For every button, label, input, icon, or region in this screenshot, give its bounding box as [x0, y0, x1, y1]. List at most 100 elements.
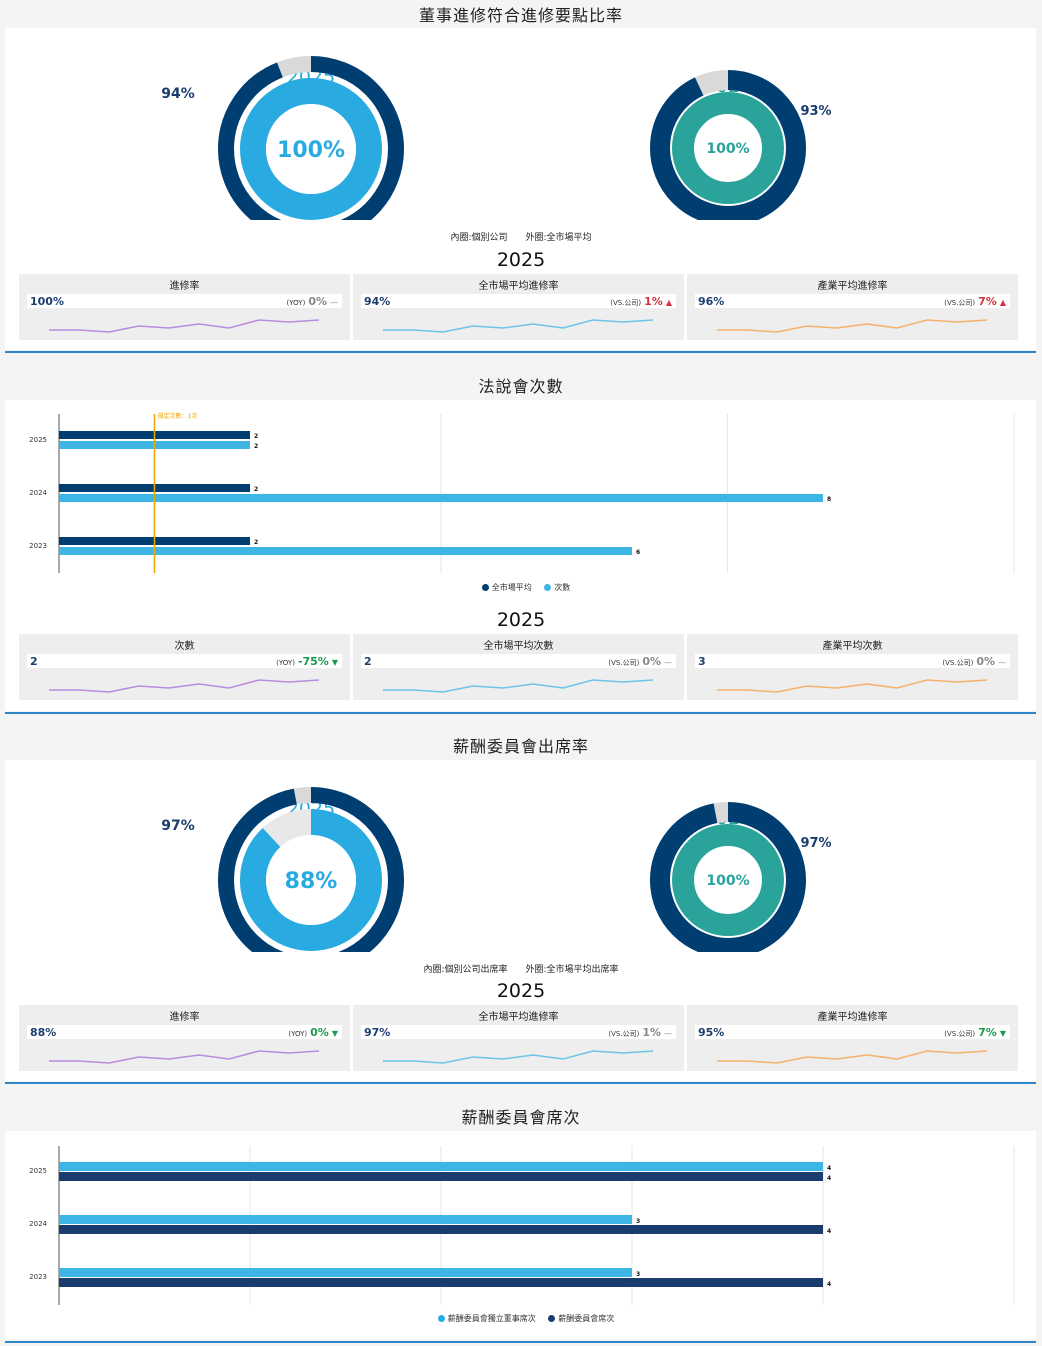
donut-2024: 100%	[650, 802, 806, 952]
donut-outer-label-2024: 97%	[800, 836, 831, 851]
kpi-compare: (VS.公司) 0% —	[608, 655, 672, 668]
kpi-card: 全市場平均進修率 94% (VS.公司) 1% ▲	[353, 274, 684, 340]
trend-down-icon: ▼	[999, 1029, 1006, 1038]
donut-outer-label-2024: 93%	[800, 104, 831, 119]
kpi-sparkline	[383, 319, 654, 333]
bar-value-label: 2	[254, 539, 258, 546]
kpi-year-heading: 2025	[496, 980, 546, 1002]
kpi-compare-value: 1%	[642, 1026, 661, 1039]
donut-outer-label-2025: 94%	[161, 86, 195, 102]
kpi-compare-value: 7%	[978, 1026, 997, 1039]
kpi-compare: (YOY) 0% ▼	[288, 1026, 338, 1039]
kpi-card: 產業平均進修率 96% (VS.公司) 7% ▲	[687, 274, 1018, 340]
trend-flat-icon: —	[664, 1029, 672, 1038]
category-label: 2024	[29, 489, 47, 497]
reference-line-label: 規定次數：1次	[158, 412, 198, 420]
section-divider	[5, 1082, 1036, 1084]
category-label: 2023	[29, 1273, 47, 1281]
legend-label-market-average: 全市場平均	[491, 583, 532, 592]
kpi-caption: 全市場平均進修率	[478, 1012, 559, 1023]
investor-conference-legend: 全市場平均 次數	[0, 582, 1042, 593]
bar	[59, 1162, 823, 1171]
sparkline-path	[383, 1050, 654, 1064]
donut-hole	[695, 847, 761, 913]
kpi-compare: (VS.公司) 1% —	[608, 1026, 672, 1039]
donut-2025: 100%	[218, 56, 404, 220]
legend-label-count: 次數	[554, 583, 571, 592]
kpi-year-heading: 2025	[496, 249, 546, 271]
donut-inner-arc	[672, 824, 784, 936]
kpi-sparkline	[49, 679, 320, 693]
note-outer: 外圈:全市場平均出席率	[525, 965, 619, 975]
bar	[59, 547, 632, 555]
trend-flat-icon: —	[664, 658, 672, 667]
legend-dot	[437, 1315, 445, 1322]
kpi-card: 全市場平均進修率 97% (VS.公司) 1% —	[353, 1005, 684, 1071]
bar-value-label: 6	[636, 549, 640, 556]
donut-center-label-2024: 100%	[706, 141, 749, 157]
bar	[59, 1225, 823, 1234]
donut-hole	[695, 115, 761, 181]
donut-center-label-2025: 88%	[285, 869, 338, 894]
bar	[59, 1215, 632, 1224]
kpi-value-row: 2 (YOY) -75% ▼	[27, 654, 342, 668]
kpi-compare: (YOY) -75% ▼	[276, 655, 338, 668]
category-label: 2024	[29, 1220, 47, 1228]
trend-down-icon: ▼	[331, 1029, 338, 1038]
kpi-sparkline	[717, 679, 988, 693]
kpi-compare-value: -75%	[297, 655, 329, 668]
kpi-value: 2	[364, 655, 372, 668]
kpi-caption: 次數	[174, 641, 195, 652]
sparkline-path	[717, 319, 988, 333]
kpi-value: 94%	[364, 295, 391, 308]
section-title-training-rate: 董事進修符合進修要點比率	[418, 6, 623, 25]
kpi-compare: (VS.公司) 0% —	[942, 655, 1006, 668]
bar-value-label: 2	[254, 433, 258, 440]
kpi-compare-value: 0%	[308, 295, 327, 308]
donut-legend-note: 內圈:個別公司 外圈:全市場平均	[0, 230, 1042, 243]
donut-hole	[266, 104, 356, 194]
sparkline-path	[49, 679, 320, 693]
category-label: 2025	[29, 436, 47, 444]
section-title-investor-conference: 法說會次數	[478, 377, 564, 396]
donut-center-label-2025: 100%	[277, 138, 345, 163]
section-divider	[5, 351, 1036, 353]
legend-label-committee-seats: 薪酬委員會席次	[558, 1314, 615, 1323]
kpi-sparkline	[717, 1050, 988, 1064]
donut-inner-arc	[672, 92, 784, 204]
kpi-sparkline	[383, 679, 654, 693]
kpi-compare-label: (YOY)	[286, 299, 306, 307]
trend-up-icon: ▲	[999, 298, 1006, 307]
kpi-value: 100%	[30, 295, 64, 308]
kpi-compare: (VS.公司) 7% ▲	[944, 295, 1006, 308]
kpi-value-row: 88% (YOY) 0% ▼	[27, 1025, 342, 1039]
kpi-value-row: 97% (VS.公司) 1% —	[361, 1025, 676, 1039]
donut-inner-arc	[240, 78, 382, 220]
kpi-value-row: 3 (VS.公司) 0% —	[695, 654, 1010, 668]
kpi-compare-label: (VS.公司)	[944, 1030, 976, 1038]
investor-conference-chart: 2025 2 2 2024 2 8 2023 2 6 規定次數：1次	[29, 412, 1015, 573]
bar-value-label: 3	[636, 1218, 640, 1225]
donut-outer-arc	[650, 70, 806, 220]
kpi-card: 產業平均進修率 95% (VS.公司) 7% ▼	[687, 1005, 1018, 1071]
kpi-compare-label: (VS.公司)	[608, 1030, 640, 1038]
category-label: 2025	[29, 1167, 47, 1175]
committee-seats-chart: 2025 4 4 2024 3 4 2023 3 4	[29, 1146, 1015, 1305]
kpi-sparkline	[49, 1050, 320, 1064]
kpi-card: 全市場平均次數 2 (VS.公司) 0% —	[353, 634, 684, 700]
sparkline-path	[49, 1050, 320, 1064]
legend-dot	[548, 1315, 556, 1322]
training-donuts: 2025 94% 100% 2024 93% 100%	[161, 56, 832, 220]
section-title-committee-seats: 薪酬委員會席次	[461, 1108, 581, 1127]
kpi-year-heading: 2025	[496, 609, 546, 631]
bar	[59, 1278, 823, 1287]
kpi-value: 2	[30, 655, 38, 668]
kpi-compare: (VS.公司) 7% ▼	[944, 1026, 1006, 1039]
kpi-compare-label: (YOY)	[288, 1030, 308, 1038]
kpi-card: 進修率 88% (YOY) 0% ▼	[19, 1005, 350, 1071]
kpi-compare-value: 7%	[978, 295, 997, 308]
donut-outer-arc	[650, 802, 806, 952]
kpi-compare-value: 1%	[644, 295, 663, 308]
kpi-compare-label: (YOY)	[276, 659, 295, 667]
section-divider	[5, 1341, 1036, 1343]
